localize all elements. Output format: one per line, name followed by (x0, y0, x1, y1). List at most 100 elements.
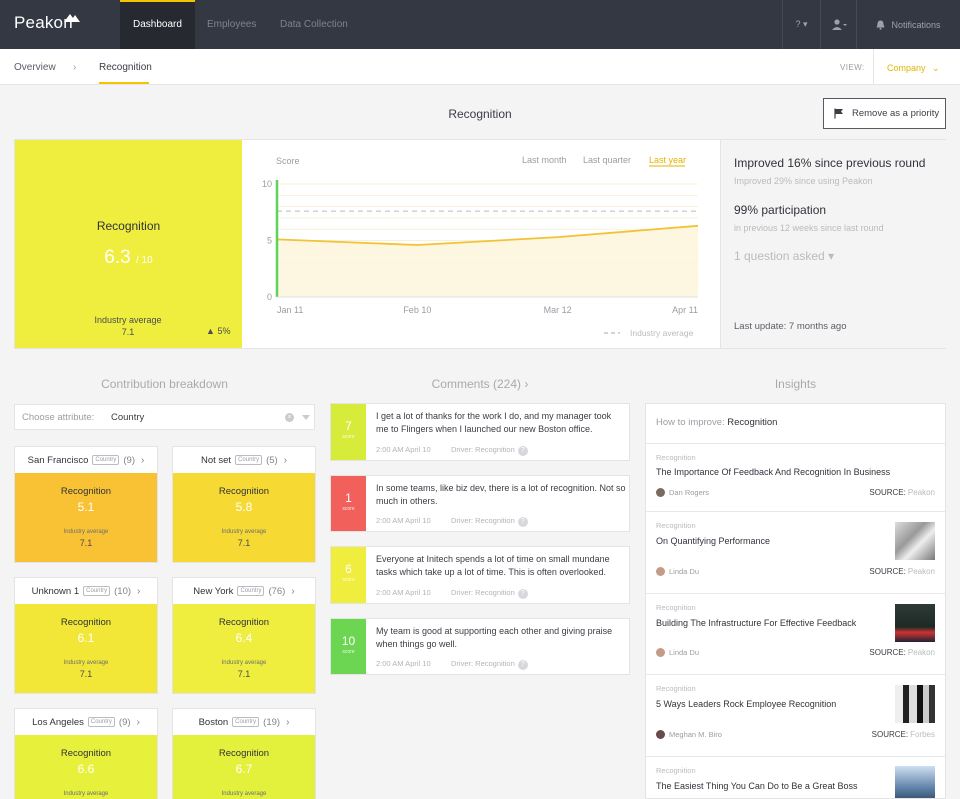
location-card-header[interactable]: San Francisco Country (9) › (15, 447, 157, 473)
location-card[interactable]: San Francisco Country (9) › Recognition 5.1 In… (14, 446, 158, 563)
period-last-month[interactable]: Last month (522, 155, 567, 165)
insight-title[interactable]: The Easiest Thing You Can Do to Be a Gre… (656, 781, 858, 791)
insight-title[interactable]: On Quantifying Performance (656, 536, 771, 546)
question-icon[interactable]: ? (517, 517, 528, 527)
tab-dashboard[interactable]: Dashboard (120, 0, 195, 49)
remove-priority-label: Remove as a priority (852, 108, 940, 119)
location-card-header[interactable]: Unknown 1 Country (10) › (15, 578, 157, 604)
insight-item[interactable]: Recognition The Importance Of Feedback An… (646, 443, 945, 511)
location-card[interactable]: Not set Country (5) › Recognition 5.8 Industry… (172, 446, 316, 563)
caret-down-icon[interactable] (302, 415, 310, 420)
insight-thumbnail[interactable] (895, 685, 935, 723)
insight-author: Meghan M. Biro (656, 730, 722, 739)
insight-item[interactable]: Recognition 5 Ways Leaders Rock Employee … (646, 674, 945, 756)
tab-employees[interactable]: Employees (207, 19, 257, 30)
location-score: 5.8 (235, 500, 253, 514)
y-tick-label: 5 (267, 236, 272, 246)
comment-driver-label: Driver: Recognition (451, 588, 515, 597)
location-card[interactable]: Boston Country (19) › Recognition 6.7 Industry… (172, 708, 316, 799)
help-menu[interactable]: ? ▾ (782, 0, 820, 49)
industry-average: Industry average 7.1 (73, 314, 183, 338)
question-icon[interactable]: ? (517, 660, 528, 670)
period-last-quarter[interactable]: Last quarter (583, 155, 631, 165)
location-count: (76) (268, 585, 286, 597)
insight-source-name: Forbes (910, 730, 935, 739)
user-menu[interactable] (820, 0, 856, 49)
comment-driver-label: Driver: Recognition (451, 659, 515, 668)
location-card[interactable]: New York Country (76) › Recognition 6.4 Indust… (172, 577, 316, 694)
industry-average-value: 7.1 (121, 327, 135, 337)
comment-score-value: 10 (341, 634, 356, 648)
location-card-header[interactable]: Los Angeles Country (9) › (15, 709, 157, 735)
insight-author-name: Meghan M. Biro (669, 730, 722, 739)
how-to-improve-label: How to improve: (656, 417, 725, 428)
insight-thumbnail[interactable] (895, 522, 935, 560)
comment-driver-label: Driver: Recognition (451, 445, 515, 454)
insight-thumbnail[interactable] (895, 604, 935, 642)
chevron-right-icon: › (286, 716, 290, 728)
insight-title[interactable]: Building The Infrastructure For Effectiv… (656, 618, 857, 628)
comment-score: 6 score (331, 547, 366, 603)
comments-heading[interactable]: Comments (224) › (431, 377, 529, 391)
question-icon[interactable]: ? (517, 589, 528, 599)
insights-heading: Insights (774, 377, 817, 391)
breadcrumb-overview[interactable]: Overview (14, 62, 56, 73)
insight-title[interactable]: The Importance Of Feedback And Recogniti… (656, 467, 891, 477)
score-chart-svg: Score Last month Last quarter Last year … (262, 155, 699, 338)
score-area (277, 225, 698, 297)
location-score: 5.1 (77, 500, 95, 514)
logo[interactable]: Peakon (14, 13, 73, 32)
insight-thumbnail[interactable] (895, 766, 935, 798)
insight-item[interactable]: Recognition On Quantifying Performance Lin… (646, 511, 945, 593)
notifications-button[interactable]: Notifications (856, 0, 960, 49)
insight-source-name: Peakon (907, 648, 935, 657)
chevron-right-icon: › (136, 716, 140, 728)
remove-priority-button[interactable]: Remove as a priority (823, 98, 946, 129)
insight-author-name: Linda Du (669, 648, 700, 657)
questions-toggle[interactable]: 1 question asked ▾ (734, 249, 835, 263)
clear-icon[interactable]: × (285, 413, 294, 422)
insight-title[interactable]: 5 Ways Leaders Rock Employee Recognition (656, 699, 837, 709)
participation-text: 99% participation (734, 203, 827, 217)
period-last-year[interactable]: Last year (649, 155, 686, 165)
location-card-header[interactable]: Not set Country (5) › (173, 447, 315, 473)
view-label: VIEW: (840, 63, 865, 72)
location-industry-label: Industry average (63, 660, 109, 666)
score-number: 6.3 (104, 247, 131, 268)
location-card-header[interactable]: Boston Country (19) › (173, 709, 315, 735)
insight-item[interactable]: Recognition The Easiest Thing You Can Do … (646, 756, 945, 798)
insight-source: SOURCE: Peakon (869, 567, 935, 576)
attribute-select[interactable]: Choose attribute: Country × (14, 404, 315, 430)
insights-how-to-improve: How to improve: Recognition (656, 417, 777, 428)
comment-score: 7 score (331, 404, 366, 460)
view-select[interactable]: Company ⌄ (873, 49, 960, 85)
comment-text: My team is good at supporting each other… (376, 626, 613, 649)
location-card-header[interactable]: New York Country (76) › (173, 578, 315, 604)
mountain-icon (64, 14, 80, 22)
attribute-tag: Country (232, 717, 260, 727)
breadcrumb-recognition[interactable]: Recognition (99, 62, 152, 73)
location-card[interactable]: Los Angeles Country (9) › Recognition 6.6 Indu… (14, 708, 158, 799)
chevron-right-icon: › (141, 454, 145, 466)
insight-source: SOURCE: Forbes (872, 730, 935, 739)
location-driver: Recognition (218, 748, 270, 759)
score-title: Recognition (96, 219, 161, 233)
insights-panel: How to improve: Recognition Recognition T… (645, 403, 946, 799)
comment-card[interactable]: 7 score I get a lot of thanks for the work… (330, 403, 630, 461)
tab-data-collection[interactable]: Data Collection (280, 19, 348, 30)
location-driver: Recognition (60, 486, 112, 497)
location-card[interactable]: Unknown 1 Country (10) › Recognition 6.1 Indus… (14, 577, 158, 694)
location-name: San Francisco (27, 454, 89, 466)
comment-card[interactable]: 1 score In some teams, like biz dev, there… (330, 475, 630, 532)
comment-card[interactable]: 6 score Everyone at Initech spends a lot o… (330, 546, 630, 604)
insight-item[interactable]: Recognition Building The Infrastructure F… (646, 593, 945, 674)
insight-source: SOURCE: Peakon (869, 648, 935, 657)
attribute-label: Choose attribute: (22, 412, 95, 423)
score-out-of: / 10 (136, 255, 153, 266)
question-icon[interactable]: ? (517, 446, 528, 456)
improved-subtext: Improved 29% since using Peakon (734, 176, 873, 186)
avatar (656, 648, 665, 657)
location-count: (9) (118, 716, 131, 728)
comment-card[interactable]: 10 score My team is good at supporting eac… (330, 618, 630, 675)
score-line (276, 224, 699, 246)
